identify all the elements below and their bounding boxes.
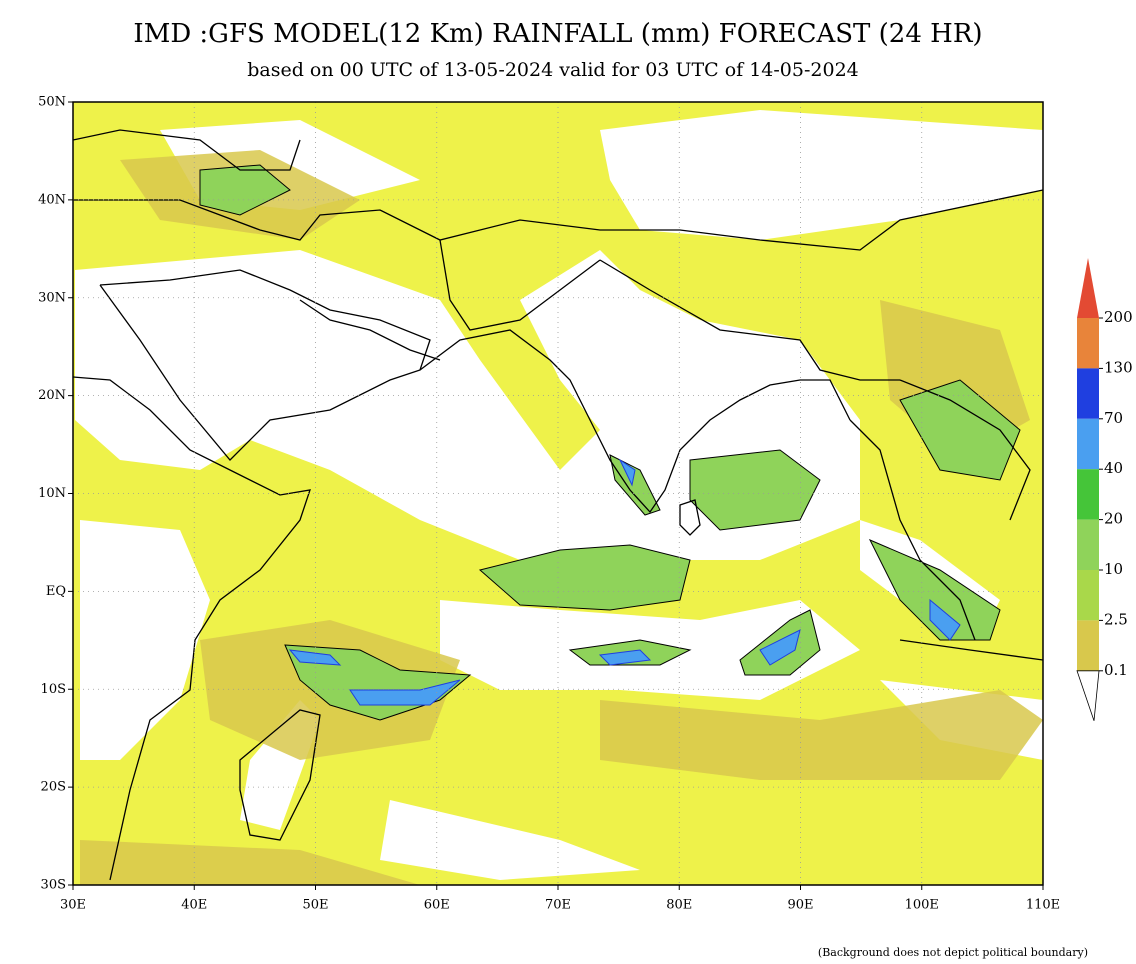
title: IMD :GFS MODEL(12 Km) RAINFALL (mm) FORE… [133,19,982,49]
lat-label: 30S [41,878,66,893]
legend-swatch [1077,318,1099,369]
lat-label: 40N [38,192,66,207]
legend-cap [1077,258,1099,318]
lat-label: 10N [38,486,66,501]
legend-swatch [1077,418,1099,470]
lon-label: 110E [1026,898,1060,913]
lat-label: 10S [41,682,66,697]
lon-label: 100E [905,898,939,913]
legend-swatch [1077,469,1099,520]
lon-label: 80E [666,898,692,913]
legend-label: 40 [1104,459,1123,477]
legend-cap [1076,670,1100,721]
lon-label: 40E [181,898,207,913]
lat-label: 20S [41,780,66,795]
legend-label: 0.1 [1104,661,1128,679]
legend-label: 10 [1104,560,1123,578]
legend-swatch [1077,368,1099,419]
legend-swatch [1077,570,1099,621]
legend-label: 130 [1104,358,1133,376]
subtitle: based on 00 UTC of 13-05-2024 valid for … [247,59,859,81]
legend-swatch [1077,620,1099,671]
lat-label: EQ [46,584,66,599]
legend-swatch [1077,519,1099,570]
color-legend: 200 130 70 40 20 10 2.5 0.1 [1076,258,1133,721]
legend-label: 200 [1104,308,1133,326]
lon-label: 60E [424,898,450,913]
footnote: (Background does not depict political bo… [818,946,1088,959]
graticule: 50N 40N 30N 20N 10N EQ 10S 20S 30S 30E 40E 50E 60E 70… [38,95,1060,913]
legend-label: 70 [1104,409,1123,427]
lon-label: 70E [545,898,571,913]
legend-label: 20 [1104,510,1123,528]
lat-label: 50N [38,95,66,110]
lon-label: 30E [60,898,86,913]
lon-label: 50E [302,898,328,913]
lat-label: 20N [38,388,66,403]
lat-label: 30N [38,290,66,305]
legend-label: 2.5 [1104,610,1128,628]
coastlines [73,129,1043,881]
lon-label: 90E [787,898,813,913]
map-frame [72,101,1044,886]
